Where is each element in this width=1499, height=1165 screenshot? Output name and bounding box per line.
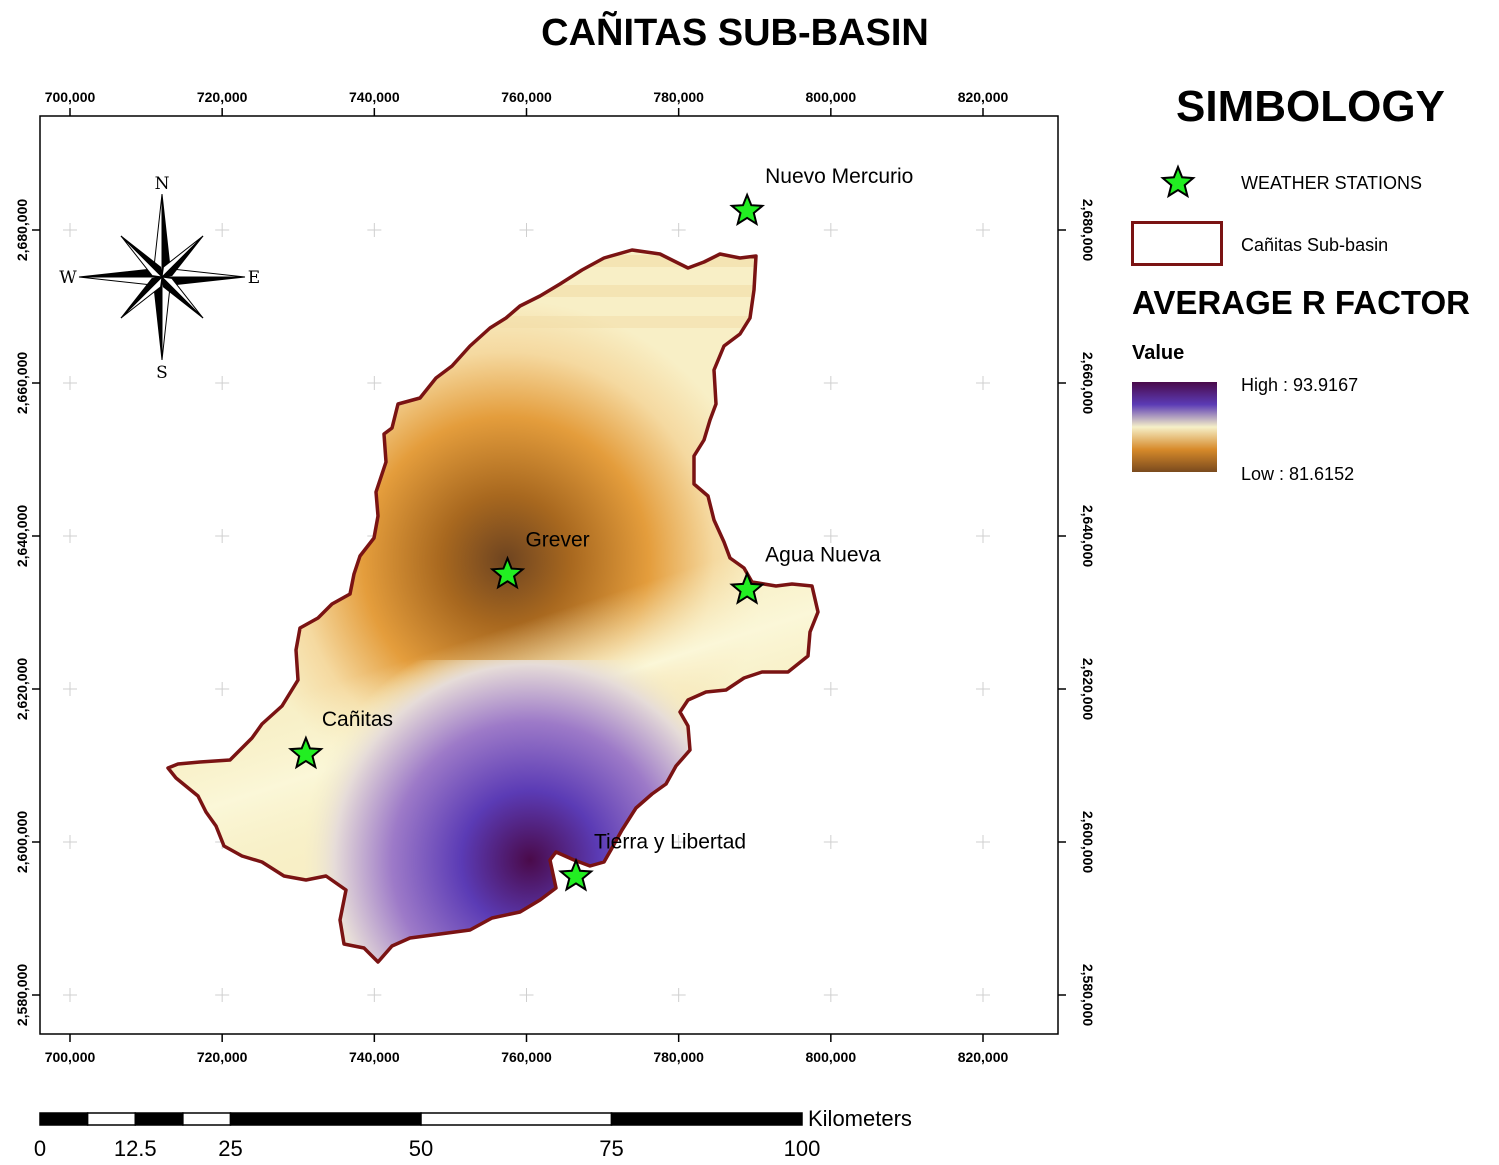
x-tick-label-bottom: 820,000 [958, 1049, 1009, 1065]
legend-low-label: Low : 81.6152 [1241, 464, 1355, 484]
y-tick-label-left: 2,640,000 [14, 505, 30, 567]
y-tick-label-right: 2,660,000 [1080, 352, 1096, 414]
x-tick-label-bottom: 740,000 [349, 1049, 400, 1065]
x-tick-label-top: 780,000 [653, 89, 704, 105]
x-tick-label-top: 760,000 [501, 89, 552, 105]
x-ticks-top: 700,000 720,000 740,000 760,000 780,000 800,0… [45, 89, 1009, 116]
compass-n: N [155, 174, 170, 194]
station-label: Nuevo Mercurio [765, 165, 913, 188]
y-tick-label-left: 2,680,000 [14, 199, 30, 261]
compass-s: S [156, 363, 168, 383]
scale-bar-label: 0 [33, 1136, 47, 1161]
map-title: CAÑITAS SUB-BASIN [541, 12, 929, 54]
legend-title: SIMBOLOGY [1176, 82, 1445, 131]
y-tick-label-left: 2,600,000 [14, 811, 30, 873]
legend-basin-label: Cañitas Sub-basin [1241, 235, 1389, 255]
x-tick-label-top: 740,000 [349, 89, 400, 105]
scale-bar-label: 50 [408, 1136, 434, 1161]
basin-boundary [166, 248, 820, 964]
scale-bar [39, 1112, 803, 1126]
x-tick-label-top: 720,000 [197, 89, 248, 105]
legend-value-label: Value [1132, 342, 1185, 364]
legend-factor-title: AVERAGE R FACTOR [1132, 284, 1470, 321]
weather-stations-layer: Nuevo Mercurio Grever Agua Nueva Cañitas Tie… [288, 165, 913, 892]
north-arrow-icon: N S E W [59, 174, 260, 383]
scale-bar-label: 25 [218, 1136, 243, 1161]
x-ticks-bottom: 700,000 720,000 740,000 760,000 780,000 800,0… [45, 1034, 1009, 1065]
legend-basin-swatch [1131, 221, 1223, 266]
x-tick-label-bottom: 700,000 [45, 1049, 96, 1065]
legend-stations-label: WEATHER STATIONS [1241, 173, 1423, 193]
station-star-icon[interactable] [558, 857, 594, 892]
map-frame [39, 115, 1059, 1035]
y-tick-label-right: 2,580,000 [1080, 964, 1096, 1026]
x-tick-label-bottom: 780,000 [653, 1049, 704, 1065]
y-tick-label-right: 2,680,000 [1080, 199, 1096, 261]
station-label: Agua Nueva [765, 544, 881, 567]
station-star-icon[interactable] [288, 735, 324, 770]
station-star-icon[interactable] [489, 555, 526, 590]
legend-high-label: High : 93.9167 [1241, 375, 1359, 395]
legend-color-ramp [1132, 382, 1217, 472]
station-label: Grever [525, 528, 589, 551]
x-tick-label-bottom: 800,000 [806, 1049, 857, 1065]
y-tick-label-right: 2,640,000 [1080, 505, 1096, 567]
x-tick-label-top: 820,000 [958, 89, 1009, 105]
station-star-icon[interactable] [729, 570, 765, 605]
compass-w: W [59, 268, 77, 288]
y-ticks-left: 2,680,000 2,660,000 2,640,000 2,620,000 2,60… [14, 199, 40, 1026]
scale-bar-label: 12.5 [113, 1136, 157, 1161]
scale-bar-label: 75 [599, 1136, 624, 1161]
x-tick-label-bottom: 720,000 [197, 1049, 248, 1065]
legend-station-icon [1160, 164, 1196, 199]
y-tick-label-left: 2,620,000 [14, 658, 30, 720]
station-label: Cañitas [322, 708, 393, 731]
x-tick-label-top: 800,000 [806, 89, 857, 105]
x-tick-label-top: 700,000 [45, 89, 96, 105]
station-star-icon[interactable] [729, 192, 765, 226]
y-tick-label-right: 2,600,000 [1080, 811, 1096, 873]
y-tick-label-left: 2,580,000 [14, 964, 30, 1026]
scale-bar-label: 100 [783, 1136, 821, 1161]
compass-e: E [248, 268, 260, 288]
y-tick-label-right: 2,620,000 [1080, 658, 1096, 720]
r-factor-raster [168, 250, 818, 962]
scale-bar-units: Kilometers [808, 1106, 912, 1131]
y-tick-label-left: 2,660,000 [14, 352, 30, 414]
station-label: Tierra y Libertad [594, 830, 746, 853]
y-ticks-right: 2,680,000 2,660,000 2,640,000 2,620,000 2,60… [1058, 199, 1096, 1026]
x-tick-label-bottom: 760,000 [501, 1049, 552, 1065]
